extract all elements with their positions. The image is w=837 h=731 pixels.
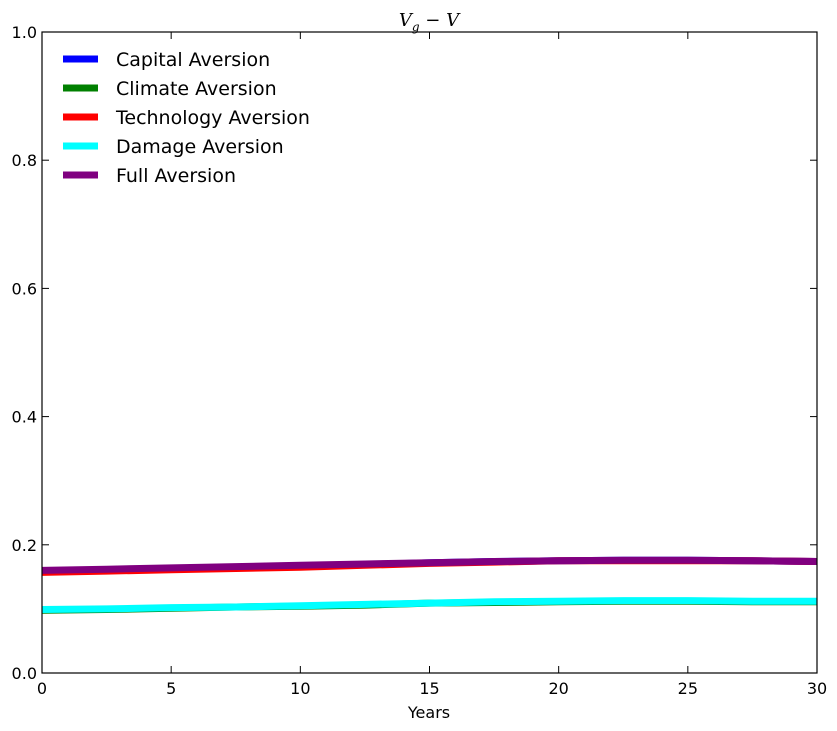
- y-tick-label: 1.0: [12, 23, 37, 42]
- x-axis-label: Years: [407, 703, 450, 722]
- legend-label-5: Full Aversion: [116, 165, 236, 187]
- legend-label-4: Damage Aversion: [116, 136, 284, 158]
- legend-label-2: Climate Aversion: [116, 78, 277, 100]
- x-tick-label: 30: [807, 679, 827, 698]
- x-tick-label: 15: [419, 679, 439, 698]
- series-line-5: [41, 556, 818, 574]
- x-tick-label: 25: [678, 679, 698, 698]
- y-tick-label: 0.2: [12, 536, 37, 555]
- y-tick-label: 0.4: [12, 408, 37, 427]
- x-tick-label: 20: [548, 679, 568, 698]
- legend: Capital Aversion Climate Aversion Technolo…: [63, 49, 310, 187]
- series-layer: [41, 556, 818, 614]
- x-tick-label: 0: [37, 679, 47, 698]
- series-line-4: [41, 597, 817, 613]
- x-tick-label: 10: [290, 679, 310, 698]
- chart-title: Vg − V: [399, 10, 461, 34]
- ticks-layer: 0 5 10 15 20 25 30 0.0 0.2 0.4 0.6 0.8 1.0: [12, 23, 828, 698]
- y-tick-label: 0.8: [12, 151, 37, 170]
- y-tick-label: 0.0: [12, 664, 37, 683]
- legend-label-1: Capital Aversion: [116, 49, 270, 71]
- y-tick-label: 0.6: [12, 279, 37, 298]
- x-tick-label: 5: [166, 679, 176, 698]
- legend-label-3: Technology Aversion: [115, 107, 310, 129]
